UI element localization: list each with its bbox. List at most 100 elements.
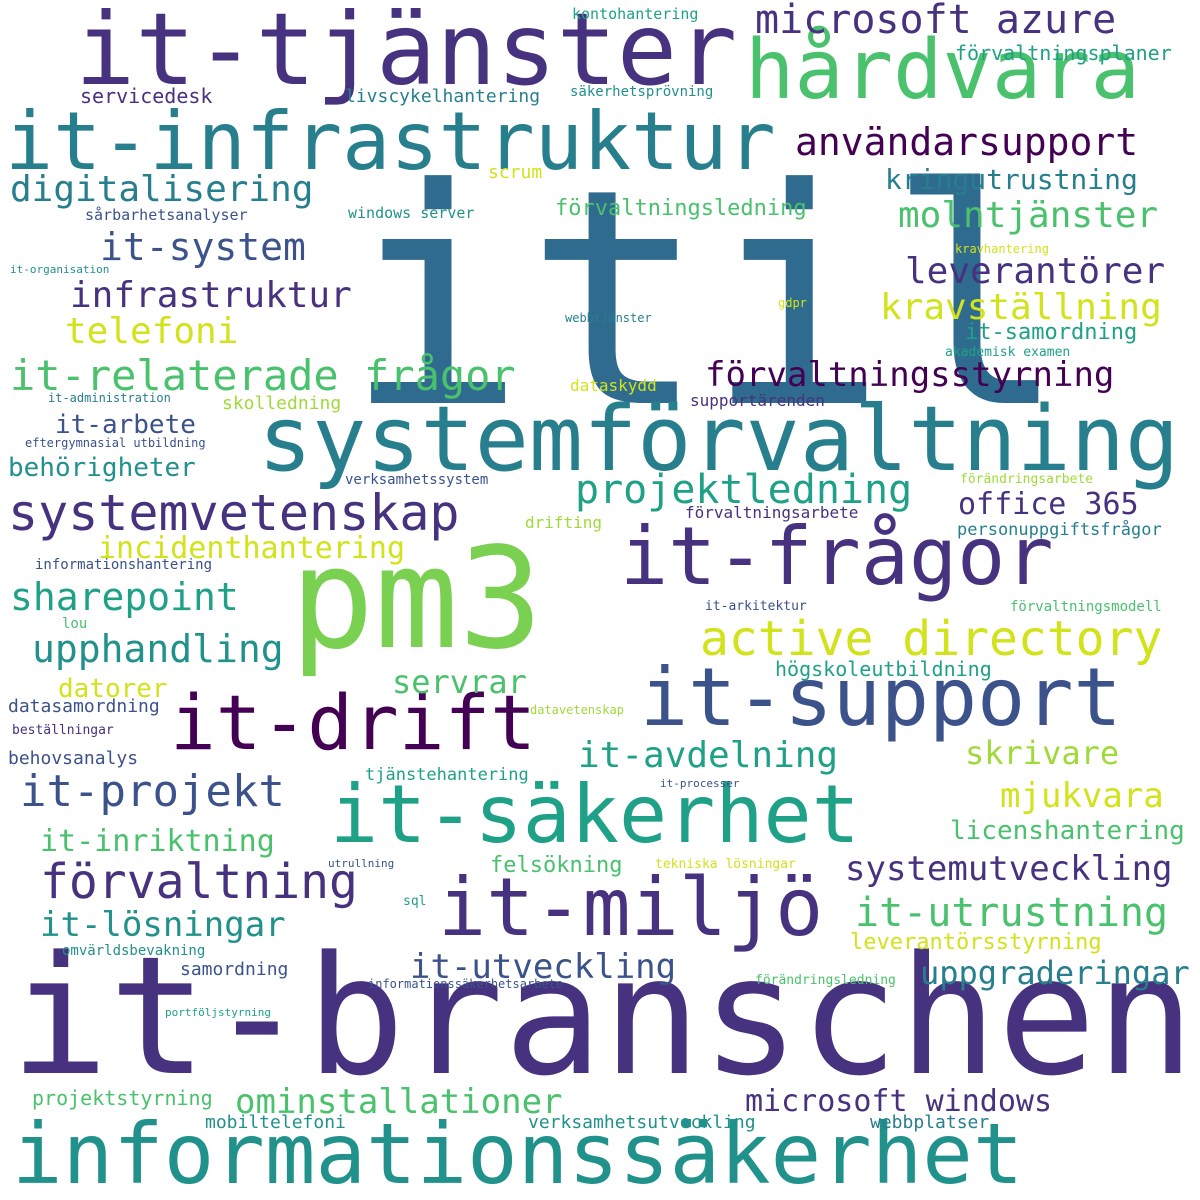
word-80: förändringsarbete bbox=[960, 472, 1094, 487]
word-68: dataskydd bbox=[570, 376, 657, 395]
word-98: lou bbox=[62, 616, 88, 632]
word-52: förvaltningsledning bbox=[555, 196, 807, 221]
word-89: kravhantering bbox=[955, 242, 1049, 256]
word-78: verksamhetssystem bbox=[345, 472, 489, 488]
word-26: molntjänster bbox=[898, 195, 1159, 236]
word-60: servicedesk bbox=[80, 84, 213, 108]
word-49: licenshantering bbox=[950, 816, 1185, 846]
word-92: it-administration bbox=[48, 391, 171, 405]
word-77: windows server bbox=[348, 204, 475, 222]
word-79: informationshantering bbox=[35, 557, 213, 573]
word-41: skrivare bbox=[965, 734, 1120, 772]
word-30: sharepoint bbox=[10, 575, 239, 619]
word-62: förvaltningsplaner bbox=[955, 41, 1172, 65]
word-14: active directory bbox=[700, 611, 1163, 667]
word-3: systemförvaltning bbox=[258, 387, 1180, 492]
word-34: systemutveckling bbox=[845, 849, 1173, 889]
word-88: akademisk examen bbox=[945, 345, 1071, 360]
word-58: webbplatser bbox=[870, 1112, 990, 1133]
word-7: it-säkerhet bbox=[330, 768, 860, 861]
word-82: it-arkitektur bbox=[705, 599, 807, 614]
word-12: it-drift bbox=[170, 678, 537, 767]
word-73: tjänstehantering bbox=[365, 765, 529, 785]
word-35: it-lösningar bbox=[40, 905, 286, 945]
word-33: it-utveckling bbox=[410, 947, 677, 987]
word-51: leverantörsstyrning bbox=[850, 930, 1102, 955]
word-4: informationssäkerhet bbox=[12, 1105, 1024, 1200]
word-40: mjukvara bbox=[1000, 776, 1164, 816]
word-76: sårbarhetsanalyser bbox=[85, 206, 248, 224]
word-46: behörigheter bbox=[8, 453, 196, 483]
word-8: it-support bbox=[640, 651, 1122, 744]
word-10: it-miljö bbox=[438, 861, 824, 954]
word-1: it-branschen bbox=[10, 921, 1195, 1112]
word-53: it-samordning bbox=[965, 320, 1138, 345]
word-70: supportärenden bbox=[690, 391, 825, 410]
word-91: datavetenskap bbox=[530, 703, 624, 717]
word-18: projektledning bbox=[575, 467, 913, 513]
word-61: livscykelhantering bbox=[345, 86, 541, 107]
word-21: användarsupport bbox=[795, 120, 1139, 164]
word-94: webbtjänster bbox=[565, 311, 652, 325]
word-66: samordning bbox=[180, 959, 289, 980]
word-72: förvaltningsarbete bbox=[685, 503, 859, 522]
word-87: beställningar bbox=[12, 723, 114, 738]
word-45: kringutrustning bbox=[885, 163, 1138, 196]
word-5: it-tjänster bbox=[75, 0, 738, 108]
word-59: högskoleutbildning bbox=[775, 657, 992, 681]
word-56: mobiltelefoni bbox=[205, 1112, 346, 1133]
word-50: datorer bbox=[58, 674, 168, 704]
word-55: projektstyrning bbox=[32, 1086, 213, 1110]
word-17: it-projekt bbox=[20, 766, 285, 817]
word-23: it-system bbox=[100, 225, 306, 269]
word-81: förvaltningsmodell bbox=[1010, 599, 1162, 615]
word-90: eftergymnasial utbildning bbox=[25, 436, 206, 450]
word-75: säkerhetsprövning bbox=[570, 84, 714, 100]
word-16: it-relaterade frågor bbox=[10, 351, 516, 400]
word-57: verksamhetsutveckling bbox=[528, 1112, 756, 1133]
word-36: uppgraderingar bbox=[920, 954, 1190, 992]
word-54: felsökning bbox=[490, 853, 623, 878]
word-27: kravställning bbox=[880, 287, 1162, 328]
word-86: tekniska lösningar bbox=[655, 857, 796, 872]
word-39: it-avdelning bbox=[578, 735, 839, 776]
word-31: upphandling bbox=[32, 627, 284, 671]
word-48: it-inriktning bbox=[40, 824, 275, 859]
word-37: ominstallationer bbox=[235, 1082, 563, 1122]
word-47: it-arbete bbox=[55, 410, 196, 440]
word-29: förvaltningsstyrning bbox=[705, 355, 1115, 395]
word-74: kontohantering bbox=[572, 5, 699, 23]
word-67: scrum bbox=[488, 162, 543, 183]
word-63: personuppgiftsfrågor bbox=[957, 520, 1162, 540]
word-15: förvaltning bbox=[40, 854, 358, 910]
word-42: servrar bbox=[392, 663, 527, 701]
word-13: systemvetenskap bbox=[8, 484, 460, 542]
word-64: datasamordning bbox=[8, 696, 160, 717]
word-83: förändringsledning bbox=[755, 973, 896, 988]
word-100: sql bbox=[403, 894, 427, 909]
word-32: it-utrustning bbox=[855, 890, 1169, 936]
word-93: it-organisation bbox=[10, 263, 110, 276]
word-20: microsoft azure bbox=[755, 0, 1117, 43]
word-0: itil bbox=[345, 125, 1068, 474]
word-96: it-processer bbox=[660, 777, 740, 790]
word-95: portföljstyrning bbox=[165, 1006, 271, 1019]
word-84: informationssäkerhetsarbete bbox=[368, 977, 564, 991]
word-43: incidenthantering bbox=[98, 531, 406, 566]
word-28: leverantörer bbox=[905, 251, 1166, 292]
word-6: it-infrastruktur bbox=[5, 95, 776, 188]
word-11: hårdvara bbox=[745, 23, 1140, 118]
word-71: drifting bbox=[525, 513, 603, 532]
word-24: infrastruktur bbox=[70, 275, 352, 316]
word-85: omvärldsbevakning bbox=[62, 943, 206, 959]
word-22: digitalisering bbox=[10, 169, 314, 210]
word-65: behovsanalys bbox=[8, 748, 139, 769]
word-99: gdpr bbox=[778, 296, 807, 310]
word-44: office 365 bbox=[958, 487, 1139, 522]
word-38: microsoft windows bbox=[745, 1084, 1053, 1119]
word-97: utrullning bbox=[328, 857, 395, 870]
word-69: skolledning bbox=[222, 393, 342, 414]
word-9: it-frågor bbox=[620, 510, 1054, 603]
word-25: telefoni bbox=[65, 311, 239, 352]
